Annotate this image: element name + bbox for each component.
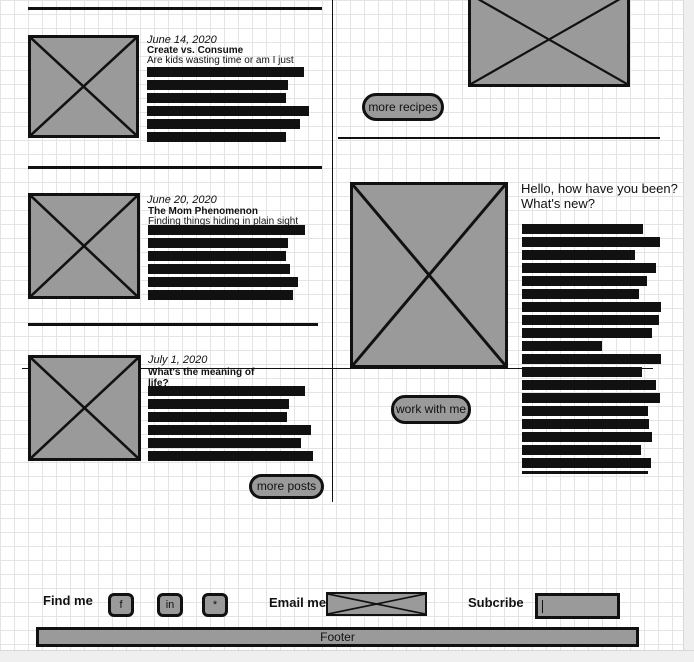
text-line xyxy=(522,445,641,455)
post-image-3 xyxy=(28,355,141,461)
text-line xyxy=(147,67,304,77)
text-line xyxy=(147,80,288,90)
text-line xyxy=(147,132,286,142)
work-with-me-button[interactable]: work with me xyxy=(391,395,471,424)
vertical-scrollbar[interactable] xyxy=(683,0,694,661)
image-placeholder-icon xyxy=(31,358,138,458)
post-date-3: July 1, 2020 xyxy=(148,354,208,366)
image-placeholder-icon xyxy=(31,38,136,135)
text-line xyxy=(148,451,313,461)
text-line xyxy=(148,264,290,274)
text-line xyxy=(148,412,287,422)
divider-top-left xyxy=(28,7,322,10)
find-me-label: Find me xyxy=(43,593,93,608)
image-placeholder-icon xyxy=(328,594,425,614)
text-line xyxy=(522,302,661,312)
divider-cross xyxy=(22,368,653,369)
post-excerpt-2: Finding things hiding in plain sight. xyxy=(148,216,298,226)
footer-bar: Footer xyxy=(36,627,639,647)
text-line xyxy=(148,225,305,235)
text-line xyxy=(522,328,652,338)
more-posts-button[interactable]: more posts xyxy=(249,474,324,499)
subscribe-input[interactable] xyxy=(535,593,620,619)
text-line xyxy=(522,224,643,234)
email-me-label: Email me xyxy=(269,595,327,610)
linkedin-icon[interactable]: in xyxy=(157,593,183,617)
post-title-3[interactable]: What's the meaning of life? xyxy=(148,367,255,389)
post-image-2 xyxy=(28,193,140,299)
horizontal-scrollbar[interactable] xyxy=(0,650,694,662)
text-line xyxy=(148,386,305,396)
text-line xyxy=(522,237,660,247)
text-line xyxy=(522,406,648,416)
image-placeholder-icon xyxy=(471,0,627,84)
text-line xyxy=(148,277,298,287)
text-line xyxy=(147,106,309,116)
column-divider xyxy=(332,0,333,502)
text-line xyxy=(522,367,642,377)
post-image-1 xyxy=(28,35,139,138)
text-line xyxy=(522,419,649,429)
email-image[interactable] xyxy=(326,592,427,616)
recipe-image xyxy=(468,0,630,87)
post-title-1[interactable]: Create vs. Consume xyxy=(147,45,244,56)
text-line xyxy=(522,263,656,273)
text-line xyxy=(522,432,652,442)
image-placeholder-icon xyxy=(353,185,505,365)
text-line xyxy=(148,399,289,409)
image-placeholder-icon xyxy=(31,196,137,296)
text-line xyxy=(522,393,660,403)
post-title-2[interactable]: The Mom Phenomenon xyxy=(148,206,258,217)
post-date-1: June 14, 2020 xyxy=(147,34,217,46)
other-social-icon[interactable]: * xyxy=(202,593,228,617)
text-line xyxy=(522,315,659,325)
divider-left-2 xyxy=(28,323,318,326)
text-line xyxy=(522,276,647,286)
text-line xyxy=(148,238,288,248)
divider-right-1 xyxy=(338,137,660,139)
divider-left-1 xyxy=(28,166,322,169)
subscribe-label: Subcribe xyxy=(468,595,524,610)
text-line xyxy=(522,458,651,468)
text-line xyxy=(147,93,286,103)
post-date-2: June 20, 2020 xyxy=(147,194,217,206)
text-line xyxy=(522,471,648,474)
text-line xyxy=(148,425,311,435)
text-line xyxy=(522,341,602,351)
post-excerpt-1: Are kids wasting time or am I just xyxy=(147,55,294,66)
text-line xyxy=(522,354,661,364)
about-image xyxy=(350,182,508,368)
text-line xyxy=(522,289,639,299)
facebook-icon[interactable]: f xyxy=(108,593,134,617)
text-cursor xyxy=(542,600,543,613)
text-line xyxy=(148,290,293,300)
text-line xyxy=(522,250,635,260)
text-line xyxy=(147,119,300,129)
about-greeting: Hello, how have you been? What's new? xyxy=(521,181,678,211)
text-line xyxy=(522,380,656,390)
more-recipes-button[interactable]: more recipes xyxy=(362,93,444,121)
text-line xyxy=(148,438,301,448)
text-line xyxy=(148,251,286,261)
